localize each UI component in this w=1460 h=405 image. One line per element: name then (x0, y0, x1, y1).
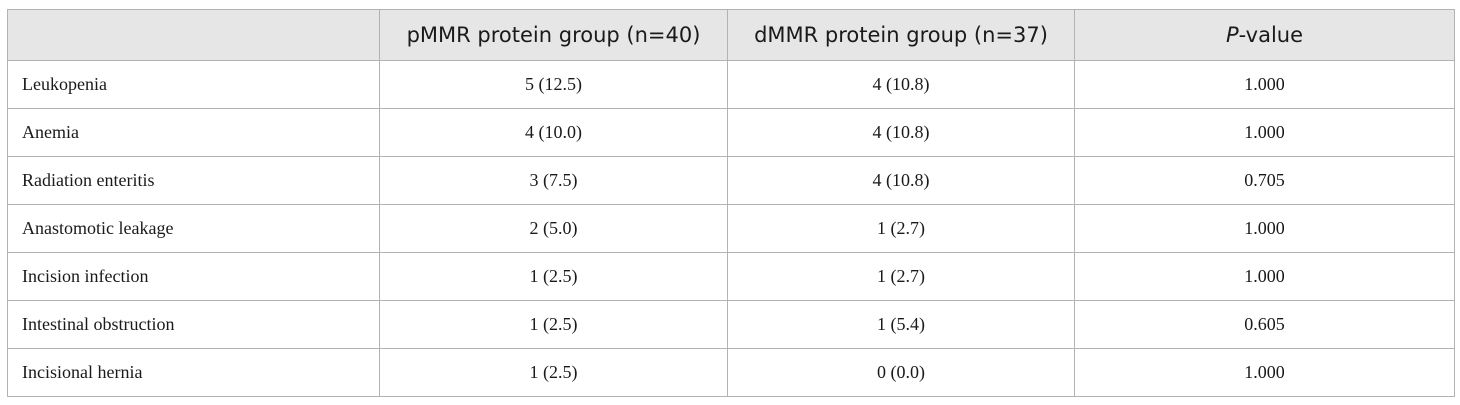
complications-table: pMMR protein group (n=40) dMMR protein g… (7, 9, 1455, 397)
pmmr-value: 4 (10.0) (379, 108, 728, 157)
dmmr-value: 4 (10.8) (727, 60, 1075, 109)
row-label: Intestinal obstruction (7, 300, 380, 349)
header-p-value: P-value (1074, 9, 1455, 61)
dmmr-value: 1 (2.7) (727, 204, 1075, 253)
p-value: 1.000 (1074, 108, 1455, 157)
row-label: Leukopenia (7, 60, 380, 109)
header-p-italic: P (1225, 23, 1239, 47)
pmmr-value: 1 (2.5) (379, 348, 728, 397)
row-label: Incision infection (7, 252, 380, 301)
pmmr-value: 1 (2.5) (379, 300, 728, 349)
row-label: Radiation enteritis (7, 156, 380, 205)
table-row: Incisional hernia 1 (2.5) 0 (0.0) 1.000 (7, 348, 1455, 397)
pmmr-value: 1 (2.5) (379, 252, 728, 301)
table-header: pMMR protein group (n=40) dMMR protein g… (7, 9, 1455, 61)
p-value: 1.000 (1074, 348, 1455, 397)
row-label: Anemia (7, 108, 380, 157)
table-row: Incision infection 1 (2.5) 1 (2.7) 1.000 (7, 252, 1455, 301)
row-label: Incisional hernia (7, 348, 380, 397)
header-row: pMMR protein group (n=40) dMMR protein g… (7, 9, 1455, 61)
table-row: Radiation enteritis 3 (7.5) 4 (10.8) 0.7… (7, 156, 1455, 205)
pmmr-value: 3 (7.5) (379, 156, 728, 205)
table-body: Leukopenia 5 (12.5) 4 (10.8) 1.000 Anemi… (7, 60, 1455, 397)
dmmr-value: 1 (5.4) (727, 300, 1075, 349)
dmmr-value: 0 (0.0) (727, 348, 1075, 397)
header-pmmr-group: pMMR protein group (n=40) (379, 9, 728, 61)
header-dmmr-group: dMMR protein group (n=37) (727, 9, 1075, 61)
p-value: 1.000 (1074, 252, 1455, 301)
p-value: 0.605 (1074, 300, 1455, 349)
dmmr-value: 4 (10.8) (727, 108, 1075, 157)
pmmr-value: 5 (12.5) (379, 60, 728, 109)
row-label: Anastomotic leakage (7, 204, 380, 253)
p-value: 1.000 (1074, 60, 1455, 109)
table-row: Leukopenia 5 (12.5) 4 (10.8) 1.000 (7, 60, 1455, 109)
table-row: Anemia 4 (10.0) 4 (10.8) 1.000 (7, 108, 1455, 157)
pmmr-value: 2 (5.0) (379, 204, 728, 253)
complications-table-container: pMMR protein group (n=40) dMMR protein g… (7, 9, 1455, 397)
table-row: Intestinal obstruction 1 (2.5) 1 (5.4) 0… (7, 300, 1455, 349)
p-value: 0.705 (1074, 156, 1455, 205)
table-row: Anastomotic leakage 2 (5.0) 1 (2.7) 1.00… (7, 204, 1455, 253)
header-p-suffix: -value (1238, 23, 1304, 47)
header-empty-cell (7, 9, 380, 61)
dmmr-value: 1 (2.7) (727, 252, 1075, 301)
p-value: 1.000 (1074, 204, 1455, 253)
dmmr-value: 4 (10.8) (727, 156, 1075, 205)
